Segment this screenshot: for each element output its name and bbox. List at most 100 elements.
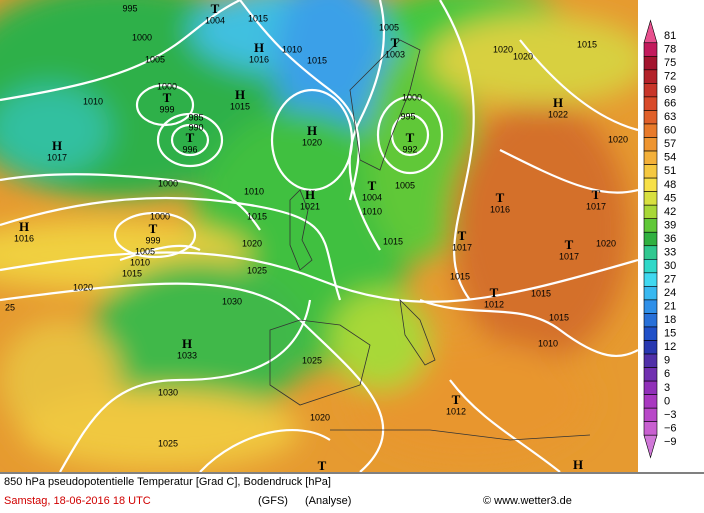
pressure-symbol: T (592, 187, 601, 202)
pressure-symbol: T (406, 130, 415, 145)
colorbar-label: −3 (664, 409, 677, 421)
colorbar-swatch (643, 313, 658, 328)
coastline (269, 319, 371, 406)
pressure-symbol: H (307, 123, 317, 138)
colorbar-swatch (643, 150, 658, 165)
isobar-label: 1005 (135, 246, 155, 256)
pressure-symbol: T (458, 228, 467, 243)
colorbar-label: 54 (664, 152, 676, 164)
isobar-label: 1005 (145, 54, 165, 64)
colorbar-swatch (643, 137, 658, 152)
isobar-label: 1000 (158, 178, 178, 188)
pressure-value: 996 (182, 144, 197, 154)
field-patch (430, 15, 638, 105)
footer-date: Samstag, 18-06-2016 18 UTC (4, 495, 151, 507)
isobar-label: 995 (400, 111, 415, 121)
pressure-value: 1004 (205, 15, 225, 25)
isobar-label: 1010 (282, 44, 302, 54)
colorbar-swatch (643, 245, 658, 260)
isobar-label: 1015 (450, 271, 470, 281)
colorbar-swatch (643, 204, 658, 220)
colorbar-swatch (643, 272, 658, 287)
pressure-symbol: T (490, 285, 499, 300)
colorbar-swatch (643, 367, 658, 382)
isobar-label: 1015 (531, 288, 551, 298)
isobar-label: 1010 (244, 186, 264, 196)
footer-credit: © www.wetter3.de (483, 495, 572, 507)
pressure-value: 1015 (230, 101, 250, 111)
isobar-label: 1020 (493, 44, 513, 54)
isobar-label: 1010 (83, 96, 103, 106)
pressure-symbol: H (235, 87, 245, 102)
pressure-symbol: T (186, 130, 195, 145)
colorbar-label: 27 (664, 274, 676, 286)
isobar-label: 995 (122, 3, 137, 13)
colorbar-swatch (643, 177, 658, 192)
field-patch (0, 85, 110, 175)
coastline (330, 429, 591, 441)
field-patch (90, 260, 310, 420)
pressure-symbol: T (318, 458, 327, 473)
colorbar-label: 69 (664, 84, 676, 96)
colorbar-swatch (643, 407, 658, 422)
colorbar-label: 72 (664, 71, 676, 83)
isobar-label: 1020 (596, 238, 616, 248)
isobar-label: 1025 (302, 355, 322, 365)
field-patch (365, 40, 475, 260)
colorbar-label: 45 (664, 192, 676, 204)
isobar (239, 0, 360, 201)
pressure-symbol: H (19, 219, 29, 234)
colorbar-label: 33 (664, 246, 676, 258)
colorbar-swatch (643, 55, 658, 71)
isobar-label: 1000 (402, 92, 422, 102)
isobar (59, 299, 312, 472)
isobar-label: 1020 (73, 282, 93, 292)
pressure-symbol: H (52, 138, 62, 153)
pressure-value: 1012 (446, 406, 466, 416)
colorbar-swatch (643, 218, 658, 233)
pressure-value: 999 (145, 235, 160, 245)
colorbar-swatch (643, 69, 658, 84)
isobar (449, 379, 561, 472)
pressure-symbol: T (163, 90, 172, 105)
colorbar-label: −9 (664, 436, 677, 448)
pressure-value: 1016 (249, 54, 269, 64)
colorbar-swatch (643, 83, 658, 98)
pressure-value: 1022 (548, 109, 568, 119)
isobar (270, 88, 354, 192)
colorbar-swatch (643, 258, 658, 274)
isobar (0, 196, 342, 301)
colorbar-label: 51 (664, 165, 676, 177)
colorbar-label: 66 (664, 98, 676, 110)
isobar (439, 0, 475, 301)
isobar-label: 1020 (242, 238, 262, 248)
colorbar-cap (643, 434, 658, 459)
isobar (0, 0, 241, 102)
pressure-symbol: H (254, 40, 264, 55)
pressure-value: 1017 (586, 201, 606, 211)
isobar-label: 1020 (513, 51, 533, 61)
pressure-value: 1017 (559, 251, 579, 261)
colorbar-label: 81 (664, 30, 676, 42)
isobar-label: 1020 (310, 412, 330, 422)
colorbar-swatch (643, 326, 658, 341)
pressure-value: 1003 (385, 49, 405, 59)
colorbar-label: 3 (664, 382, 670, 394)
field-patch (450, 100, 630, 360)
pressure-value: 1021 (300, 201, 320, 211)
isobar-label: 1000 (157, 81, 177, 91)
colorbar-swatch (643, 380, 658, 395)
colorbar-label: 6 (664, 368, 670, 380)
isobar-label: 1015 (122, 268, 142, 278)
isobar-label: 1010 (538, 338, 558, 348)
pressure-value: 1004 (362, 192, 382, 202)
pressure-value: 1033 (177, 350, 197, 360)
isobar-label: 25 (5, 302, 15, 312)
isobar-label: 990 (188, 122, 203, 132)
isobar (170, 123, 210, 157)
pressure-symbol: T (368, 178, 377, 193)
colorbar-label: 12 (664, 341, 676, 353)
pressure-symbol: H (553, 95, 563, 110)
colorbar-swatch (643, 110, 658, 125)
